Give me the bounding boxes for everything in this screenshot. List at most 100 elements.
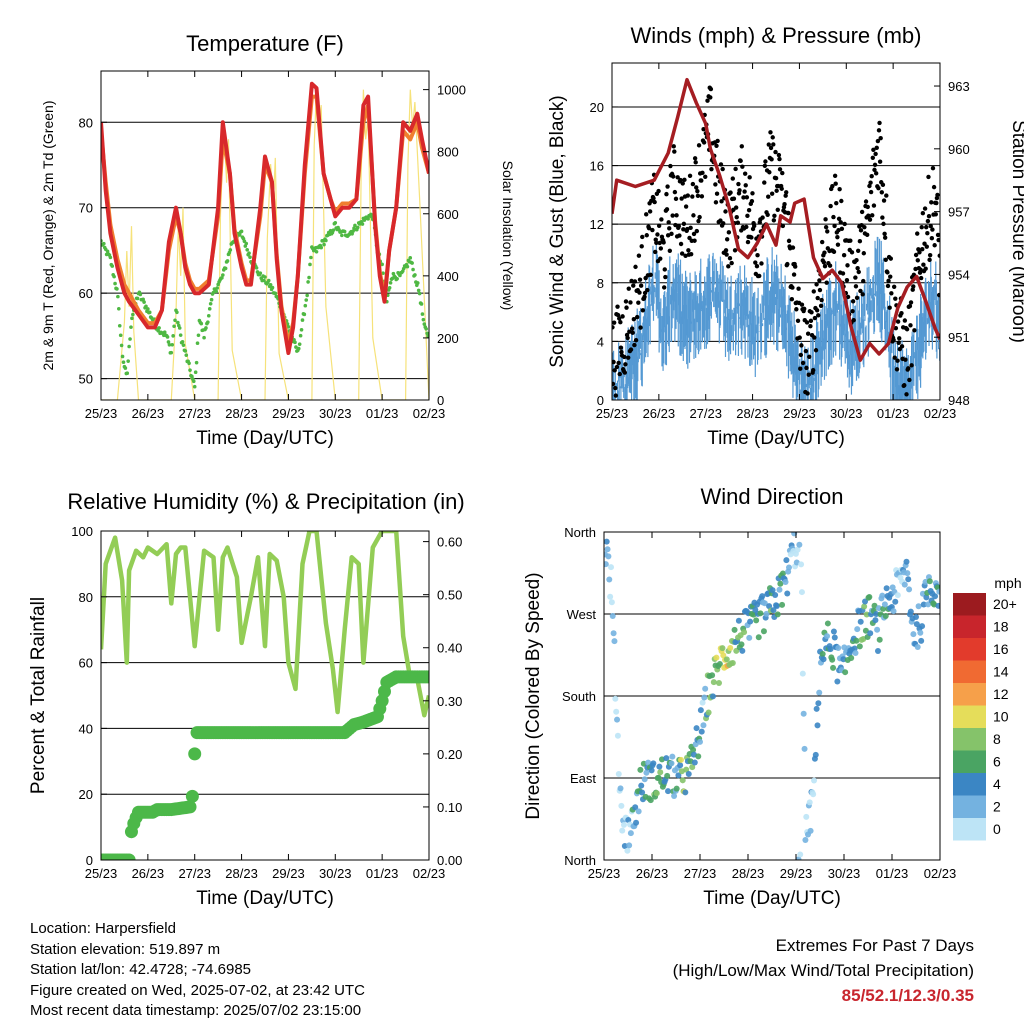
point-direction [605, 553, 612, 560]
y2-tick-label: 0.20 [437, 747, 462, 762]
point-gust [936, 237, 940, 243]
y-tick-label: 8 [597, 276, 604, 291]
x-tick-label: 29/23 [783, 406, 816, 421]
point-gust [692, 238, 697, 243]
point-gust [663, 274, 668, 280]
point-gust [796, 286, 801, 291]
point-direction [720, 652, 727, 659]
point-gust [881, 221, 886, 227]
point-gust [904, 327, 910, 332]
point-direction [615, 770, 622, 777]
point-gust [733, 205, 739, 210]
point-gust [662, 267, 667, 272]
chart-title: Wind Direction [700, 484, 843, 509]
point-dewpoint [202, 335, 206, 340]
colorbar-label: 6 [993, 754, 1001, 770]
point-gust [647, 209, 653, 214]
point-gust [858, 288, 863, 294]
point-gust [733, 166, 738, 172]
point-gust [882, 231, 887, 236]
point-gust [726, 230, 732, 235]
point-gust [617, 316, 622, 321]
point-gust [869, 173, 874, 179]
point-gust [632, 279, 638, 284]
point-gust [696, 143, 702, 148]
point-gust [622, 354, 627, 360]
point-dewpoint [293, 340, 297, 345]
point-dewpoint [214, 289, 219, 294]
point-dewpoint [225, 259, 230, 263]
point-gust [656, 223, 662, 229]
x-axis-label: Time (Day/UTC) [703, 888, 841, 909]
y-tick-label: 50 [79, 372, 93, 387]
colorbar-swatch [953, 773, 986, 796]
colorbar-title: mph [994, 575, 1021, 591]
y2-tick-label: 0.40 [437, 641, 462, 656]
point-gust [893, 296, 898, 301]
point-gust [845, 263, 850, 268]
x-tick-label: 28/23 [225, 866, 258, 881]
x-axis-label: Time (Day/UTC) [707, 428, 845, 449]
point-direction [802, 836, 809, 843]
point-dewpoint [165, 335, 170, 339]
point-gust [629, 326, 635, 331]
point-gust [817, 278, 822, 283]
point-gust [886, 278, 891, 284]
point-gust [836, 228, 841, 233]
point-direction [811, 777, 818, 784]
point-dewpoint [319, 245, 324, 250]
point-direction [798, 561, 805, 568]
colorbar-swatch [953, 728, 986, 751]
colorbar-label: 16 [993, 641, 1009, 657]
point-direction [867, 630, 874, 637]
point-gust [771, 218, 777, 223]
point-gust [616, 360, 621, 366]
point-gust [727, 255, 733, 261]
point-gust [933, 212, 938, 217]
point-gust [613, 385, 618, 391]
point-gust [878, 135, 883, 141]
point-gust [805, 331, 811, 336]
point-dewpoint [117, 306, 121, 311]
point-dewpoint [112, 274, 116, 279]
point-gust [850, 299, 856, 304]
point-direction [699, 699, 706, 706]
point-gust [738, 158, 743, 164]
point-gust [839, 226, 845, 231]
point-gust [927, 252, 933, 258]
point-direction [807, 827, 814, 834]
point-gust [920, 247, 925, 252]
point-gust [640, 308, 646, 313]
point-direction [830, 628, 837, 635]
point-direction [914, 643, 921, 650]
point-direction [689, 764, 696, 771]
point-direction [883, 585, 890, 592]
point-gust [713, 200, 719, 205]
point-dewpoint [170, 343, 175, 347]
point-gust [651, 196, 656, 201]
y2-tick-label: 400 [437, 269, 459, 284]
point-dewpoint [300, 318, 305, 322]
point-direction [773, 603, 780, 610]
point-dewpoint [221, 273, 225, 277]
point-gust [912, 328, 917, 333]
point-direction [639, 789, 646, 796]
y2-tick-label: 948 [948, 393, 970, 408]
point-dewpoint [239, 229, 244, 234]
y2-axis-label: Station Pressure (Maroon) [1008, 120, 1024, 343]
point-gust [655, 232, 660, 237]
point-direction [746, 634, 753, 641]
point-gust [866, 214, 872, 219]
point-dewpoint [125, 371, 130, 376]
point-dewpoint [130, 316, 134, 321]
point-direction [890, 608, 897, 615]
point-direction [806, 799, 813, 806]
point-gust [740, 164, 745, 169]
point-direction [608, 564, 615, 571]
y-tick-label: 12 [590, 217, 604, 232]
point-gust [812, 315, 818, 321]
point-dewpoint [419, 302, 424, 306]
point-gust [760, 215, 765, 220]
x-tick-label: 30/23 [830, 406, 863, 421]
point-dewpoint [121, 360, 126, 364]
